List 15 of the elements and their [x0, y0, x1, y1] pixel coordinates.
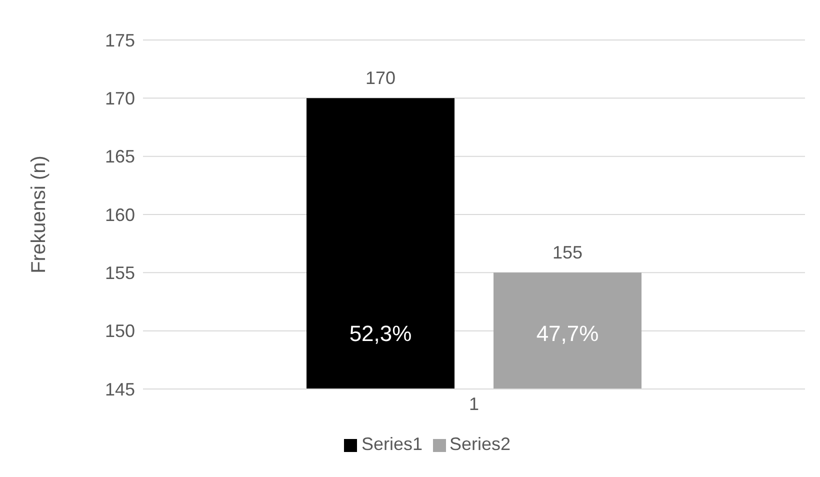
data-label: 155 [552, 242, 583, 263]
y-axis-title: Frekuensi (n) [28, 156, 50, 274]
data-label: 170 [365, 68, 396, 88]
y-tick-label: 165 [104, 146, 135, 167]
y-tick-label: 175 [104, 30, 135, 50]
legend-label: Series1 [361, 434, 422, 454]
y-tick-label: 155 [104, 263, 135, 284]
legend-label: Series2 [450, 434, 511, 454]
y-tick-label: 170 [104, 88, 135, 109]
annotation: 47,7% [536, 321, 599, 346]
annotation: 52,3% [349, 321, 412, 346]
y-tick-label: 145 [104, 379, 135, 400]
y-tick-label: 150 [104, 321, 135, 342]
y-tick-label: 160 [104, 204, 135, 225]
x-tick-label: 1 [468, 394, 480, 414]
